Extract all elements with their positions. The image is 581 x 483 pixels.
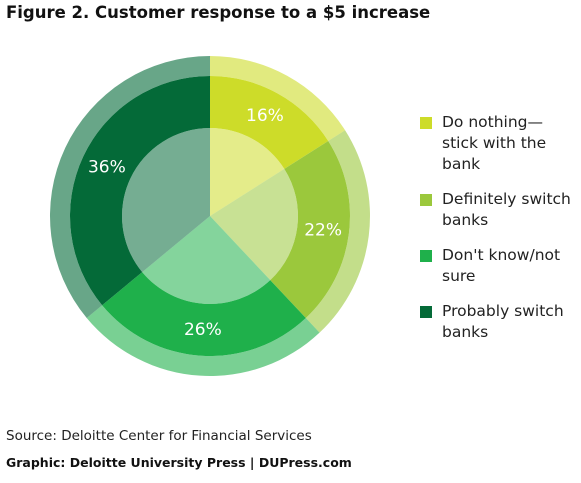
- outer-band: [210, 56, 346, 141]
- pie-slice: [210, 76, 329, 169]
- chart-title: Figure 2. Customer response to a $5 incr…: [6, 3, 431, 22]
- data-label: 16%: [246, 106, 284, 126]
- legend-swatch: [420, 117, 432, 129]
- legend-item: Don't know/not sure: [420, 245, 578, 287]
- outer-band: [305, 130, 370, 333]
- outer-band: [86, 305, 320, 376]
- legend-item: Definitely switch banks: [420, 189, 578, 231]
- legend-item: Do nothing—stick with the bank: [420, 112, 578, 175]
- inner-wedge: [210, 128, 285, 216]
- credit: Graphic: Deloitte University Press | DUP…: [6, 455, 352, 470]
- inner-wedge: [121, 128, 210, 273]
- legend-item: Probably switch banks: [420, 301, 578, 343]
- legend: Do nothing—stick with the bank Definitely…: [420, 112, 578, 357]
- inner-wedge: [142, 216, 271, 304]
- legend-swatch: [420, 250, 432, 262]
- pie-slice: [270, 140, 351, 319]
- legend-swatch: [420, 194, 432, 206]
- outer-band: [50, 55, 210, 318]
- pie-slice: [70, 76, 210, 306]
- pie-slice: [102, 272, 306, 356]
- data-label: 26%: [184, 320, 222, 340]
- legend-label: Probably switch banks: [442, 302, 564, 341]
- legend-swatch: [420, 306, 432, 318]
- data-label: 22%: [304, 220, 342, 240]
- data-label: 36%: [88, 157, 126, 177]
- legend-label: Definitely switch banks: [442, 190, 571, 229]
- legend-label: Do nothing—stick with the bank: [442, 113, 547, 173]
- inner-wedge: [210, 168, 298, 281]
- legend-label: Don't know/not sure: [442, 246, 561, 285]
- source: Source: Deloitte Center for Financial Se…: [6, 428, 312, 444]
